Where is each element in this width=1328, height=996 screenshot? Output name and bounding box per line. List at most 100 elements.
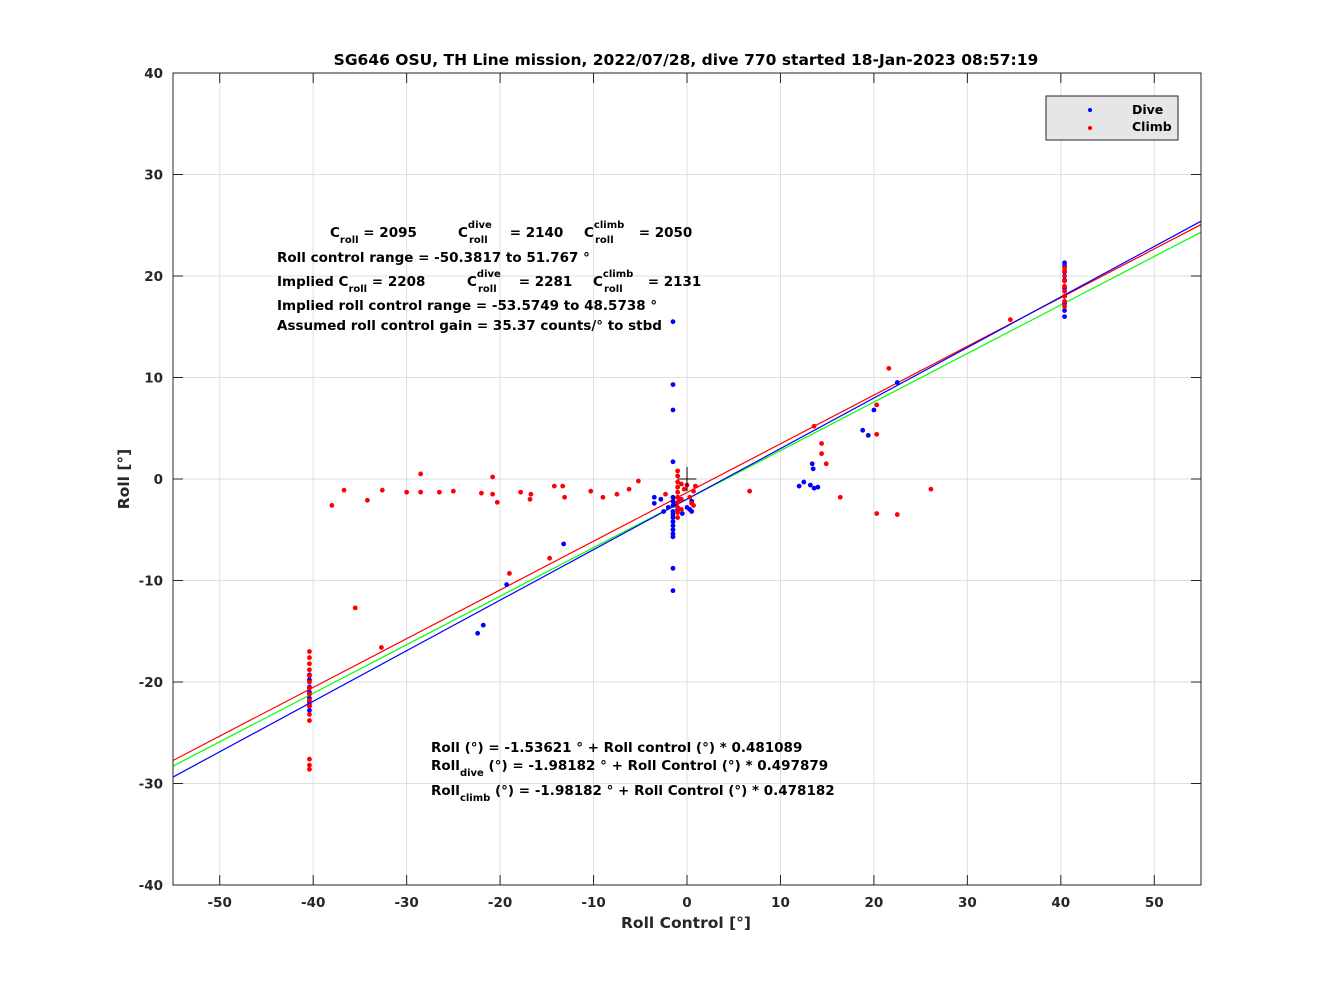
climb-point — [1062, 298, 1067, 304]
x-tick-label: -40 — [301, 895, 325, 911]
roll-control-range-text: Roll control range = -50.3817 to 51.767 … — [277, 250, 590, 266]
climb-point — [823, 461, 829, 467]
climb-point — [678, 507, 684, 512]
climb-point — [675, 473, 681, 479]
climb-point — [307, 679, 312, 685]
dive-point — [809, 461, 815, 467]
dive-point — [670, 494, 676, 500]
climb-point — [675, 510, 681, 515]
climb-point — [307, 756, 312, 762]
y-tick-label: -20 — [139, 675, 163, 691]
climb-point — [675, 494, 681, 500]
climb-point — [329, 502, 335, 508]
climb-point — [678, 496, 684, 502]
legend-box — [1045, 95, 1179, 141]
x-tick-label: -10 — [581, 895, 605, 911]
dive-point — [670, 319, 676, 325]
climb-point — [551, 483, 557, 489]
dive-point — [796, 483, 802, 489]
climb-point — [678, 481, 684, 487]
climb-point — [490, 474, 496, 480]
climb-point — [588, 488, 594, 494]
dive-point — [504, 582, 510, 587]
x-tick-label: 20 — [865, 895, 884, 911]
climb-point — [1062, 278, 1067, 284]
dive-point — [670, 588, 676, 594]
climb-point — [307, 667, 312, 673]
climb-point — [418, 489, 424, 495]
dive-point — [670, 382, 676, 388]
dive-point — [475, 630, 481, 636]
equation-climb: Rollclimb (°) = -1.98182 ° + Roll Contro… — [431, 783, 835, 804]
dive-point — [1062, 260, 1067, 266]
chart-title: SG646 OSU, TH Line mission, 2022/07/28, … — [334, 51, 1039, 69]
climb-point — [404, 489, 410, 495]
dive-point — [670, 527, 676, 533]
climb-point — [675, 515, 681, 520]
x-tick-label: 10 — [771, 895, 790, 911]
dive-point — [670, 459, 676, 465]
dive-point — [670, 407, 676, 413]
climb-point — [691, 488, 696, 494]
dive-point — [670, 498, 676, 504]
dive-point — [1062, 314, 1067, 319]
climb-point — [307, 691, 312, 697]
climb-point — [507, 570, 512, 576]
climb-point — [527, 496, 533, 502]
data-points — [307, 260, 1067, 772]
climb-point — [379, 645, 384, 650]
climb-point — [518, 489, 524, 495]
climb-point — [687, 494, 693, 500]
climb-point — [1062, 293, 1067, 299]
climb-point — [691, 502, 696, 508]
climb-point — [307, 762, 312, 768]
x-tick-label: 50 — [1145, 895, 1164, 911]
dive-point — [670, 534, 676, 540]
climb-point — [379, 487, 385, 493]
climb-point — [626, 486, 632, 492]
x-tick-label: -20 — [488, 895, 512, 911]
climb-point — [663, 491, 668, 497]
climb-point — [636, 478, 641, 484]
climb-point — [1062, 288, 1067, 294]
dive-point — [651, 494, 657, 500]
c-roll-dive-text: Cdive roll = 2140 — [458, 220, 563, 246]
equation-dive: Rolldive (°) = -1.98182 ° + Roll Control… — [431, 758, 828, 779]
dive-point — [1062, 308, 1067, 313]
climb-point — [528, 491, 534, 497]
climb-point — [811, 423, 817, 429]
x-tick-label: 30 — [958, 895, 977, 911]
climb-point — [675, 489, 681, 495]
climb-point — [307, 655, 312, 661]
dive-point — [658, 496, 664, 502]
dive-point — [801, 479, 807, 485]
implied-c-roll-dive-text: Cdive roll = 2281 — [467, 269, 572, 295]
climb-point — [1062, 283, 1067, 289]
climb-point — [562, 494, 567, 500]
legend-dive-marker — [1088, 108, 1092, 112]
climb-point — [307, 697, 312, 703]
climb-point — [874, 402, 880, 408]
c-roll-climb-text: Cclimb roll = 2050 — [584, 220, 692, 246]
climb-point — [681, 486, 687, 492]
dive-point — [561, 541, 567, 547]
climb-point — [1062, 273, 1067, 279]
dive-point — [670, 523, 676, 529]
dive-point — [811, 485, 817, 491]
y-axis-label: Roll [°] — [115, 449, 133, 510]
axis-ticks: -50 -40 -30 -20 -10 0 10 20 30 40 50 -40 -30 -20 -10 0 1… — [139, 66, 1201, 911]
dive-point — [679, 511, 685, 516]
fit-lines — [172, 220, 1202, 778]
dive-point — [661, 509, 667, 514]
dive-point — [670, 519, 676, 525]
gain-text: Assumed roll control gain = 35.37 counts… — [277, 318, 662, 334]
c-roll-text: Croll = 2095 — [330, 225, 417, 246]
x-tick-label: 0 — [682, 895, 691, 911]
climb-point — [418, 471, 424, 477]
x-tick-label: -50 — [208, 895, 232, 911]
climb-point — [1062, 304, 1067, 309]
y-tick-label: -30 — [139, 777, 163, 793]
x-axis-label: Roll Control [°] — [621, 914, 751, 932]
climb-point — [450, 488, 456, 494]
climb-point — [494, 499, 500, 505]
